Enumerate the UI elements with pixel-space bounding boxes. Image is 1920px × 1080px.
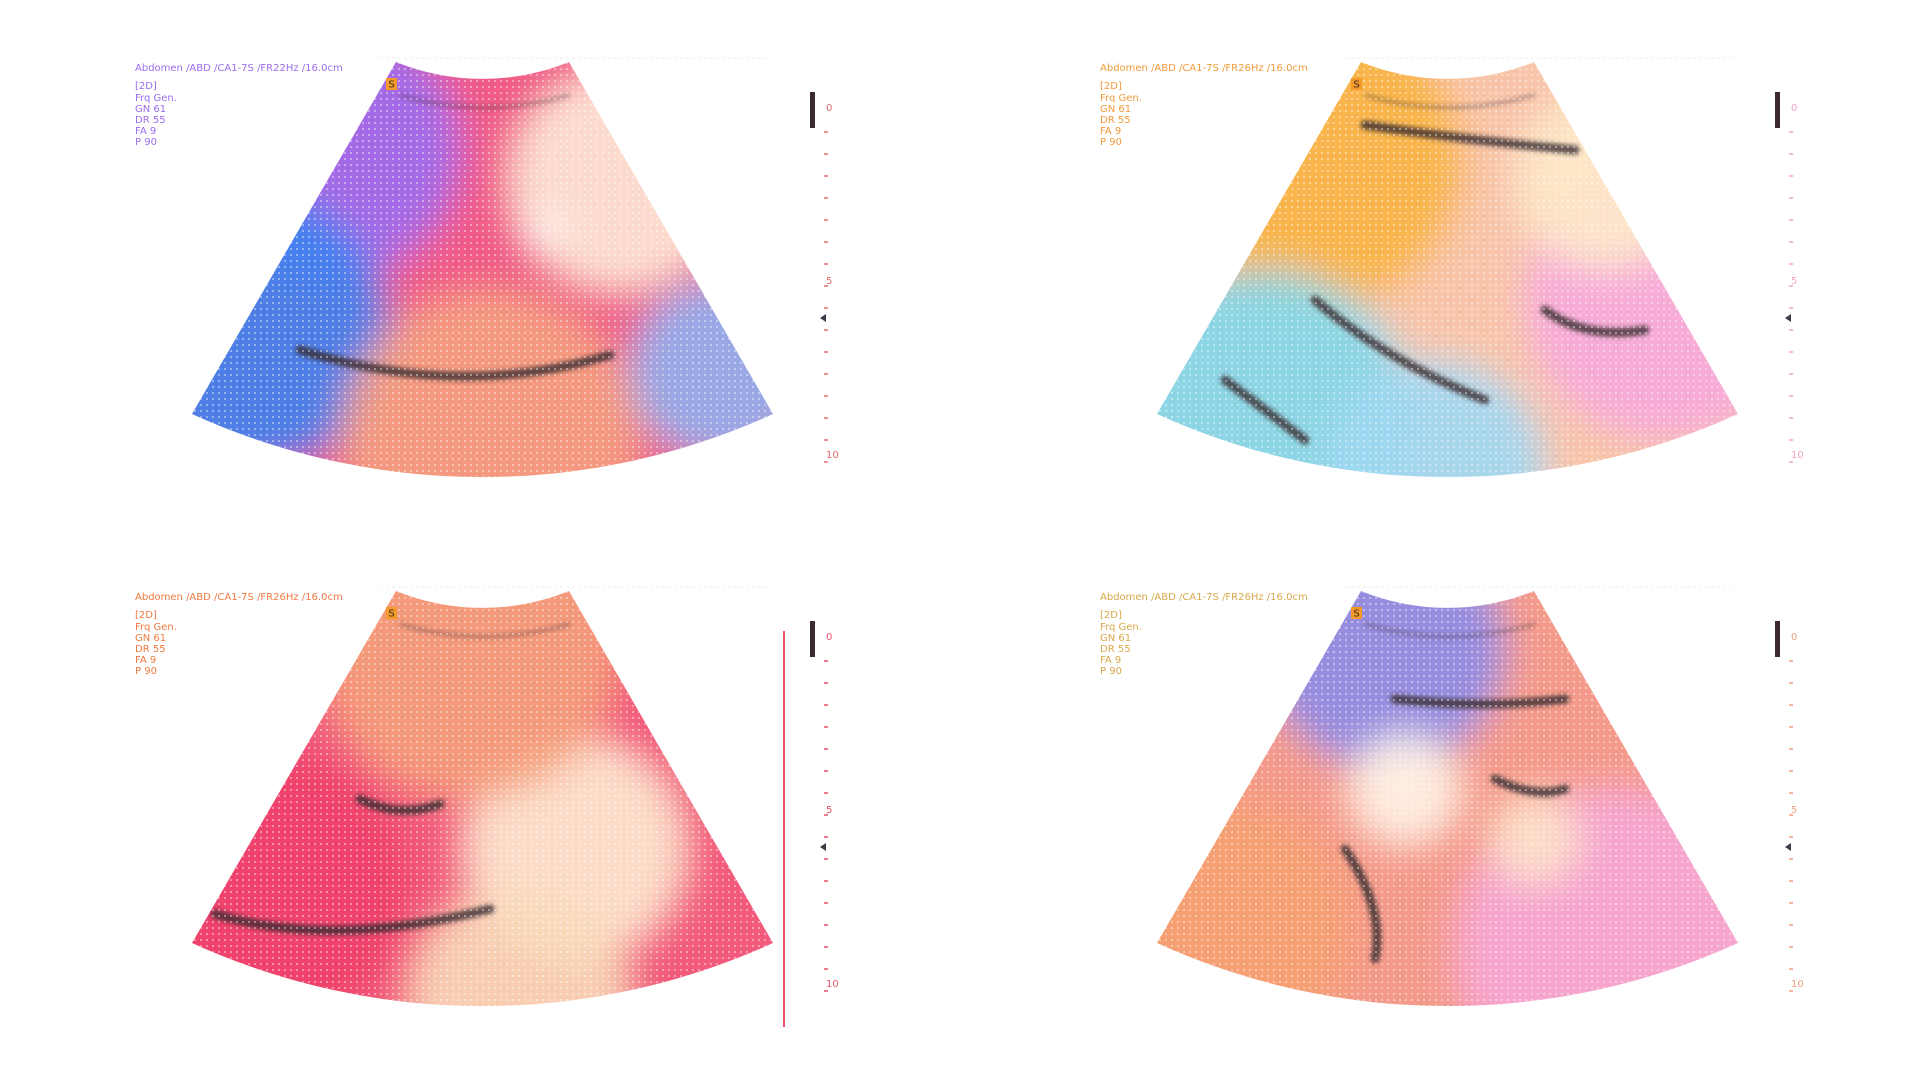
mode: [2D] [1100,81,1122,92]
mode: [2D] [135,81,157,92]
header: Abdomen /ABD /CA1-7S /FR22Hz /16.0cm [135,63,343,74]
halftone [192,62,773,478]
param: GN 61 [1100,104,1131,115]
param: GN 61 [135,104,166,115]
ultrasound-panel: Abdomen /ABD /CA1-7S /FR26Hz /16.0cm [2D]… [1100,586,1804,1007]
marker: S [388,80,394,91]
scale-label: 0 [826,103,832,114]
ultrasound-panel: Abdomen /ABD /CA1-7S /FR26Hz /16.0cm [2D]… [1100,57,1804,478]
gain-bar [810,621,815,657]
marker-box [386,78,397,90]
halftone [192,591,773,1007]
marker-box [1351,607,1362,619]
marker: S [1353,609,1359,620]
param: GN 61 [135,633,166,644]
param: P 90 [135,666,157,677]
gain-bar [1775,92,1780,128]
scale-label: 0 [826,632,832,643]
ultrasound-panel: Abdomen /ABD /CA1-7S /FR22Hz /16.0cm [2D]… [135,57,839,478]
marker-box [1351,78,1362,90]
scale-label: 10 [826,979,839,990]
gain-bar [810,92,815,128]
ultrasound-image [1157,591,1738,1007]
halftone [1157,62,1738,478]
scale-label: 10 [1791,979,1804,990]
param: P 90 [1100,666,1122,677]
param: FA 9 [1100,126,1121,137]
ultrasound-image [192,62,773,478]
param: Frq Gen. [135,622,177,633]
scale-label: 5 [826,276,832,287]
marker: S [1353,80,1359,91]
focus-marker [820,843,826,851]
marker-box [386,607,397,619]
param: Frq Gen. [135,93,177,104]
scale-label: 5 [826,805,832,816]
focus-marker [1785,843,1791,851]
mode: [2D] [135,610,157,621]
focus-marker [1785,314,1791,322]
scale-label: 10 [1791,450,1804,461]
param: GN 61 [1100,633,1131,644]
param: FA 9 [135,126,156,137]
focus-marker [820,314,826,322]
scale-label: 10 [826,450,839,461]
param: DR 55 [135,644,166,655]
gain-bar [1775,621,1780,657]
scale-label: 5 [1791,276,1797,287]
ultrasound-image [192,591,773,1007]
header: Abdomen /ABD /CA1-7S /FR26Hz /16.0cm [1100,63,1308,74]
param: FA 9 [135,655,156,666]
param: Frq Gen. [1100,622,1142,633]
ultrasound-panel: Abdomen /ABD /CA1-7S /FR26Hz /16.0cm [2D]… [135,586,839,1027]
header: Abdomen /ABD /CA1-7S /FR26Hz /16.0cm [135,592,343,603]
scale-label: 0 [1791,103,1797,114]
param: DR 55 [135,115,166,126]
param: P 90 [1100,137,1122,148]
param: FA 9 [1100,655,1121,666]
param: DR 55 [1100,644,1131,655]
param: P 90 [135,137,157,148]
param: Frq Gen. [1100,93,1142,104]
mode: [2D] [1100,610,1122,621]
header: Abdomen /ABD /CA1-7S /FR26Hz /16.0cm [1100,592,1308,603]
scale-label: 0 [1791,632,1797,643]
param: DR 55 [1100,115,1131,126]
scale-label: 5 [1791,805,1797,816]
halftone [1157,591,1738,1007]
ultrasound-image [1157,62,1738,478]
marker: S [388,609,394,620]
